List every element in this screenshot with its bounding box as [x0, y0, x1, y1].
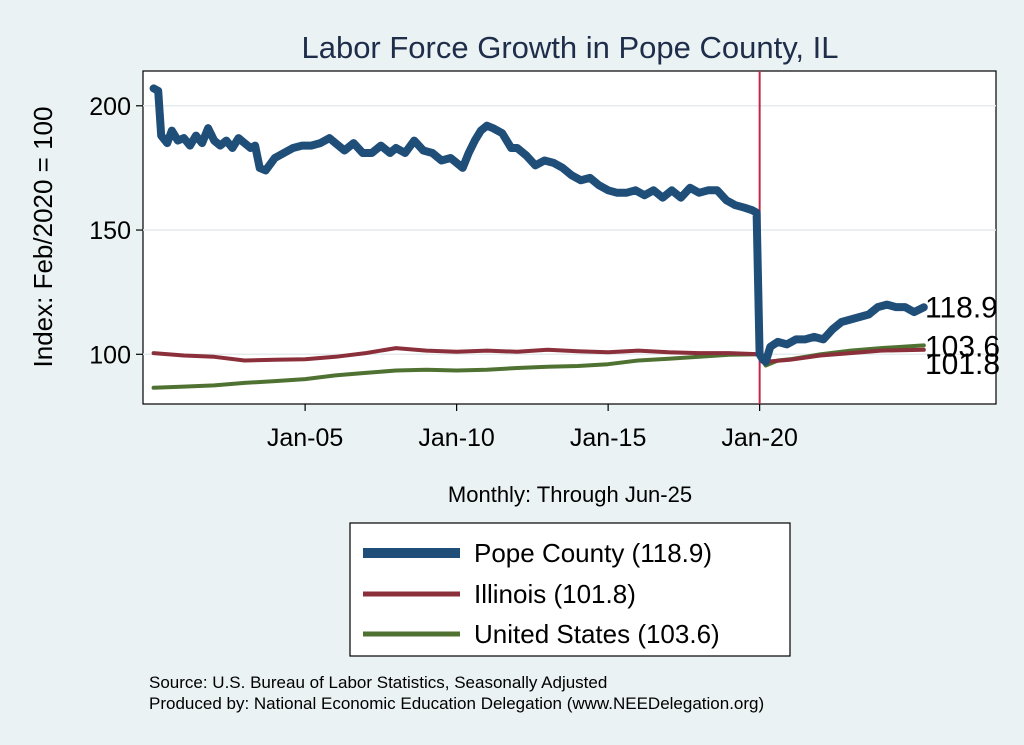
x-tick-label: Jan-10 [418, 424, 494, 452]
legend: Pope County (118.9) Illinois (101.8) Unite… [349, 522, 791, 657]
y-axis-ticks: 100 150 200 [89, 93, 143, 369]
end-label-pope-county: 118.9 [925, 291, 998, 324]
legend-label-illinois: Illinois (101.8) [474, 579, 636, 609]
chart-title: Labor Force Growth in Pope County, IL [301, 30, 838, 65]
y-tick-label: 200 [89, 93, 131, 121]
producer-note: Produced by: National Economic Education… [149, 694, 764, 713]
x-axis-label: Monthly: Through Jun-25 [448, 482, 692, 507]
y-tick-label: 150 [89, 217, 131, 245]
legend-label-united-states: United States (103.6) [474, 619, 720, 649]
series-lines [149, 84, 928, 390]
x-axis-ticks: Jan-05 Jan-10 Jan-15 Jan-20 [267, 404, 798, 452]
source-note: Source: U.S. Bureau of Labor Statistics,… [149, 673, 607, 692]
end-label-united-states: 103.6 [925, 330, 1000, 363]
legend-label-pope-county: Pope County (118.9) [474, 538, 712, 568]
x-tick-label: Jan-15 [570, 424, 646, 452]
y-tick-label: 100 [89, 341, 131, 369]
x-tick-label: Jan-20 [721, 424, 797, 452]
y-axis-label: Index: Feb/2020 = 100 [28, 107, 58, 368]
series-line-pope-county [149, 84, 928, 366]
end-label-illinois: 101.8 [925, 348, 1000, 381]
series-line-illinois [151, 346, 926, 364]
x-tick-label: Jan-05 [267, 424, 343, 452]
